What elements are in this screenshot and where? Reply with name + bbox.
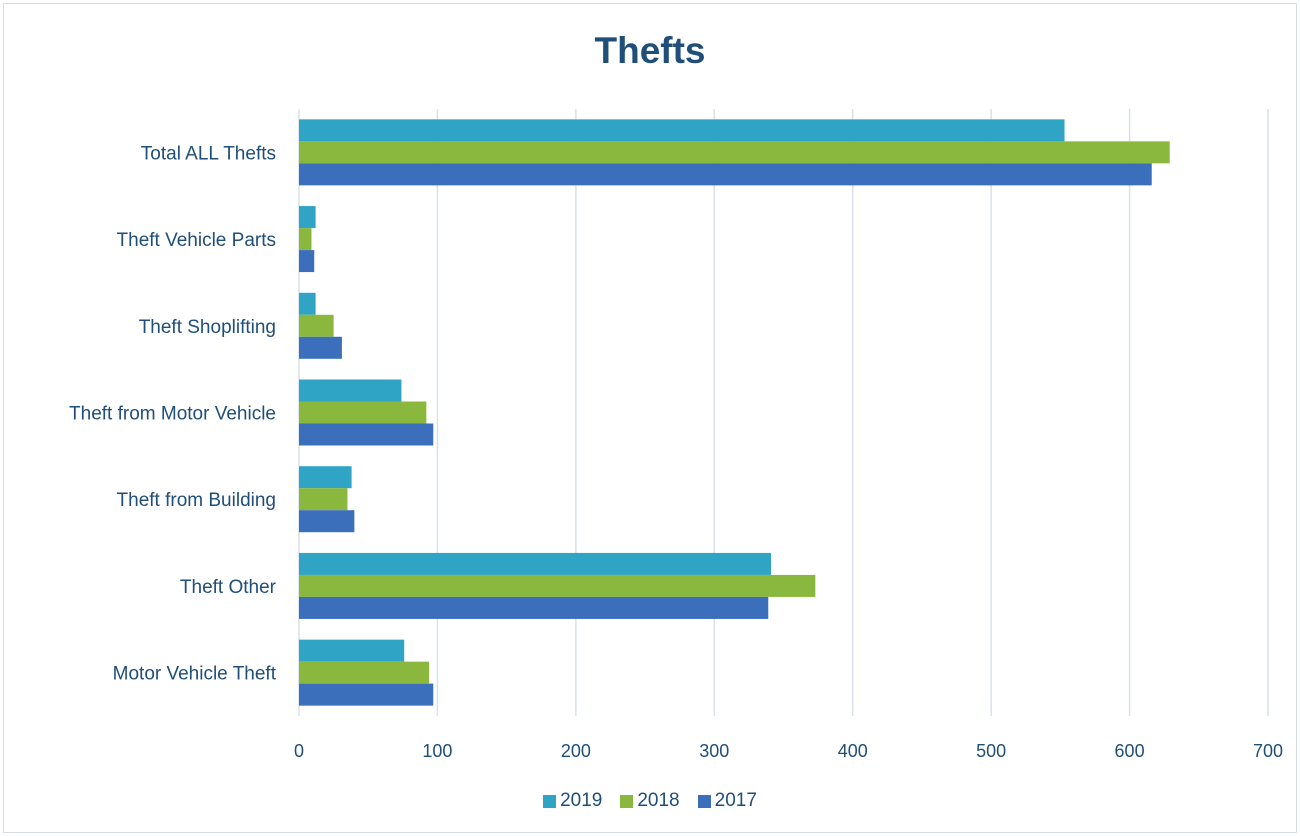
legend-swatch [697, 794, 711, 808]
bar-2018 [299, 141, 1170, 164]
bar-2017 [299, 250, 315, 273]
bar-2019 [299, 206, 316, 229]
x-tick-label: 100 [422, 741, 452, 761]
x-tick-label: 500 [976, 741, 1006, 761]
bar-2019 [299, 552, 772, 575]
legend-label: 2019 [560, 790, 603, 811]
x-tick-label: 700 [1253, 741, 1283, 761]
bar-2017 [299, 510, 355, 533]
x-tick-label: 300 [699, 741, 729, 761]
legend-swatch [543, 794, 557, 808]
category-label: Theft Other [180, 577, 277, 598]
legend-item-2018: 2018 [620, 790, 680, 812]
bar-2018 [299, 574, 816, 597]
bar-2019 [299, 292, 316, 315]
category-label: Theft Shoplifting [139, 317, 276, 338]
category-label: Theft Vehicle Parts [117, 230, 276, 251]
bar-2019 [299, 639, 405, 662]
legend-item-2019: 2019 [543, 790, 602, 812]
bar-2018 [299, 401, 427, 424]
x-tick-label: 600 [1115, 741, 1145, 761]
bar-2017 [299, 423, 434, 446]
bar-2017 [299, 163, 1152, 186]
category-label: Theft from Building [117, 490, 276, 511]
bar-2018 [299, 228, 312, 251]
bar-2017 [299, 683, 434, 706]
x-tick-label: 200 [561, 741, 591, 761]
legend-item-2017: 2017 [697, 790, 757, 812]
x-tick-label: 400 [838, 741, 868, 761]
bar-2018 [299, 488, 348, 511]
legend-label: 2018 [637, 790, 680, 811]
x-tick-label: 0 [294, 741, 304, 761]
bar-2019 [299, 379, 402, 402]
chart-legend: 2019 2018 2017 [0, 790, 1300, 812]
legend-label: 2017 [714, 790, 757, 811]
chart-title: Thefts [594, 30, 706, 71]
bar-2018 [299, 314, 334, 337]
bar-2018 [299, 661, 430, 684]
category-label: Total ALL Thefts [141, 143, 276, 164]
legend-swatch [620, 794, 634, 808]
bar-2019 [299, 119, 1065, 142]
category-label: Motor Vehicle Theft [113, 664, 277, 685]
bar-2017 [299, 596, 769, 619]
bar-2017 [299, 336, 342, 359]
category-label: Theft from Motor Vehicle [69, 404, 276, 425]
bar-2019 [299, 466, 352, 489]
